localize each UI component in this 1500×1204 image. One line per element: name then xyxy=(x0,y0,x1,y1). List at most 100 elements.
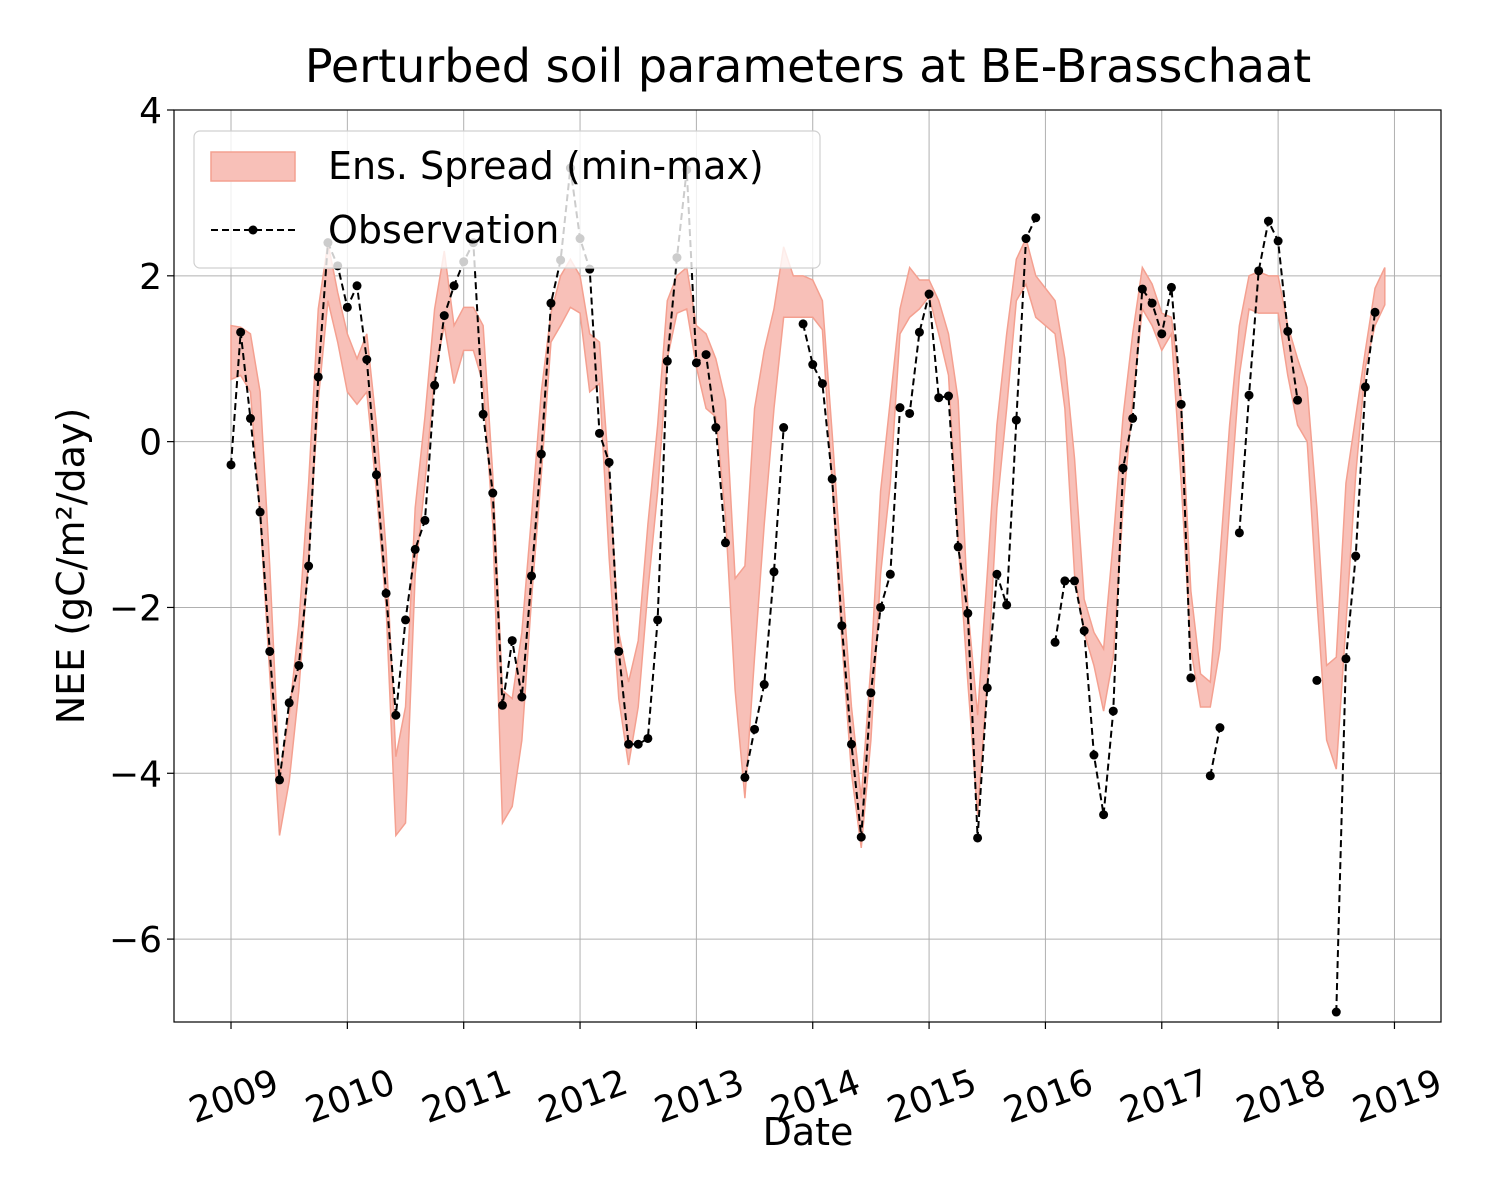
observation-point xyxy=(1215,723,1225,733)
observation-point xyxy=(265,646,275,656)
observation-point xyxy=(992,569,1002,579)
observation-point xyxy=(1011,415,1021,425)
observation-point xyxy=(720,538,730,548)
observation-point xyxy=(1157,329,1167,339)
observation-point xyxy=(430,380,440,390)
legend-label: Ens. Spread (min-max) xyxy=(328,144,764,188)
observation-point xyxy=(507,636,517,646)
y-tick-label: 4 xyxy=(139,91,162,132)
x-tick-label: 2009 xyxy=(184,1062,284,1132)
observation-point xyxy=(391,710,401,720)
observation-point xyxy=(924,289,934,299)
y-tick-label: 2 xyxy=(139,257,162,298)
observation-point xyxy=(643,733,653,743)
observation-point xyxy=(1021,234,1031,244)
observation-point xyxy=(934,393,944,403)
observation-point xyxy=(381,588,391,598)
y-tick-label: 0 xyxy=(139,423,162,464)
observation-point xyxy=(604,457,614,467)
observation-point xyxy=(779,423,789,433)
x-tick-label: 2018 xyxy=(1231,1062,1331,1132)
x-tick-label: 2015 xyxy=(882,1062,982,1132)
plot-frame xyxy=(173,109,1442,1023)
observation-point xyxy=(1031,213,1041,223)
observation-point xyxy=(1370,307,1380,317)
observation-point xyxy=(488,488,498,498)
observation-point xyxy=(895,403,905,413)
observation-point xyxy=(846,739,856,749)
observation-point xyxy=(255,507,265,517)
observation-point xyxy=(1234,528,1244,538)
observation-point xyxy=(963,608,973,618)
observation-point xyxy=(633,739,643,749)
observation-point xyxy=(1108,706,1118,716)
observation-point xyxy=(401,615,411,625)
observation-point xyxy=(653,615,663,625)
observation-point xyxy=(284,698,294,708)
observation-point xyxy=(594,428,604,438)
observation-point xyxy=(973,833,983,843)
observation-point xyxy=(1273,236,1283,246)
observation-point xyxy=(410,544,420,554)
observation-point xyxy=(439,311,449,321)
x-tick-label: 2011 xyxy=(417,1062,517,1132)
observation-point xyxy=(362,355,372,365)
observation-point xyxy=(982,683,992,693)
observation-point xyxy=(740,772,750,782)
observation-point xyxy=(1244,390,1254,400)
observation-point xyxy=(1205,771,1215,781)
observation-point xyxy=(837,621,847,631)
observation-point xyxy=(420,515,430,525)
observation-point xyxy=(517,692,527,702)
observation-point xyxy=(827,474,837,484)
observation-point xyxy=(449,281,459,291)
observation-point xyxy=(245,413,255,423)
y-tick-label: −2 xyxy=(109,588,162,629)
observation-point xyxy=(876,602,886,612)
y-axis-label: NEE (gC/m²/day) xyxy=(49,408,93,725)
x-tick-label: 2010 xyxy=(300,1062,400,1132)
legend-box xyxy=(193,130,821,269)
observation-point xyxy=(1099,810,1109,820)
observation-point xyxy=(313,372,323,382)
observation-point xyxy=(750,724,760,734)
observation-point xyxy=(798,319,808,329)
observation-point xyxy=(914,327,924,337)
observation-point xyxy=(1176,399,1186,409)
observation-point xyxy=(497,700,507,710)
y-tick-label: −4 xyxy=(109,754,162,795)
observation-point xyxy=(1050,637,1060,647)
observation-point xyxy=(1312,675,1322,685)
chart-title: Perturbed soil parameters at BE-Brasscha… xyxy=(305,39,1311,93)
observation-point xyxy=(536,449,546,459)
legend-swatch xyxy=(210,151,296,182)
observation-point xyxy=(1186,673,1196,683)
x-tick-label: 2016 xyxy=(998,1062,1098,1132)
observation-point xyxy=(527,571,537,581)
observation-point xyxy=(1360,382,1370,392)
legend-marker xyxy=(248,225,258,235)
observation-point xyxy=(944,391,954,401)
observation-point xyxy=(769,567,779,577)
observation-point xyxy=(711,423,721,433)
observation-point xyxy=(1254,266,1264,276)
observation-point xyxy=(1283,326,1293,336)
observation-point xyxy=(817,379,827,389)
observation-point xyxy=(866,688,876,698)
x-tick-label: 2012 xyxy=(533,1062,633,1132)
observation-point xyxy=(342,302,352,312)
observation-point xyxy=(275,775,285,785)
observation-point xyxy=(1079,626,1089,636)
observation-point xyxy=(478,409,488,419)
observation-point xyxy=(1060,576,1070,586)
observation-point xyxy=(1166,282,1176,292)
observation-point xyxy=(624,739,634,749)
observation-point xyxy=(1263,216,1273,226)
observation-point xyxy=(885,569,895,579)
observation-point xyxy=(691,358,701,368)
observation-point xyxy=(1137,284,1147,294)
legend-label: Observation xyxy=(328,208,559,252)
observation-point xyxy=(701,350,711,360)
observation-point xyxy=(226,460,236,470)
